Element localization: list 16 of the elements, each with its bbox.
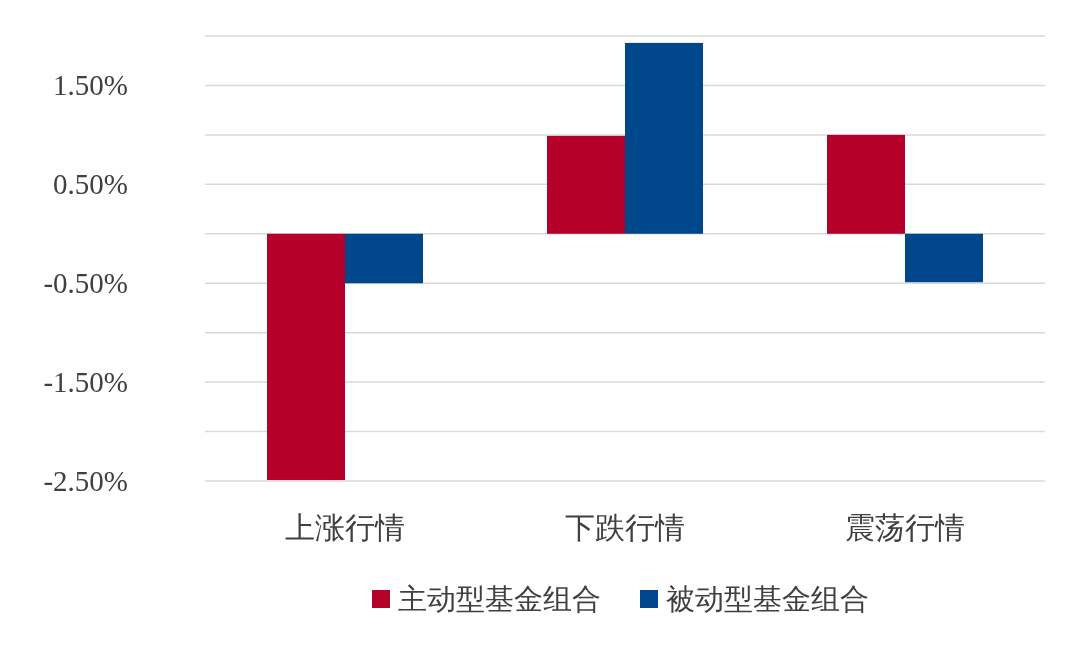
bar bbox=[345, 233, 423, 284]
x-tick-label: 上涨行情 bbox=[285, 511, 405, 544]
bar bbox=[827, 134, 905, 234]
y-tick-label: -0.50% bbox=[43, 267, 128, 300]
bar bbox=[905, 233, 983, 283]
legend-label: 被动型基金组合 bbox=[666, 583, 869, 615]
y-tick-label: -2.50% bbox=[43, 465, 128, 497]
bar bbox=[267, 233, 345, 481]
y-tick-label: 0.50% bbox=[53, 168, 128, 201]
x-tick-label: 震荡行情 bbox=[845, 511, 965, 544]
bar bbox=[547, 135, 625, 234]
x-tick-label: 下跌行情 bbox=[565, 511, 685, 544]
y-tick-label: -1.50% bbox=[43, 366, 128, 399]
legend-label: 主动型基金组合 bbox=[398, 583, 601, 615]
y-tick-label: 1.50% bbox=[53, 69, 128, 102]
bar bbox=[625, 42, 703, 234]
